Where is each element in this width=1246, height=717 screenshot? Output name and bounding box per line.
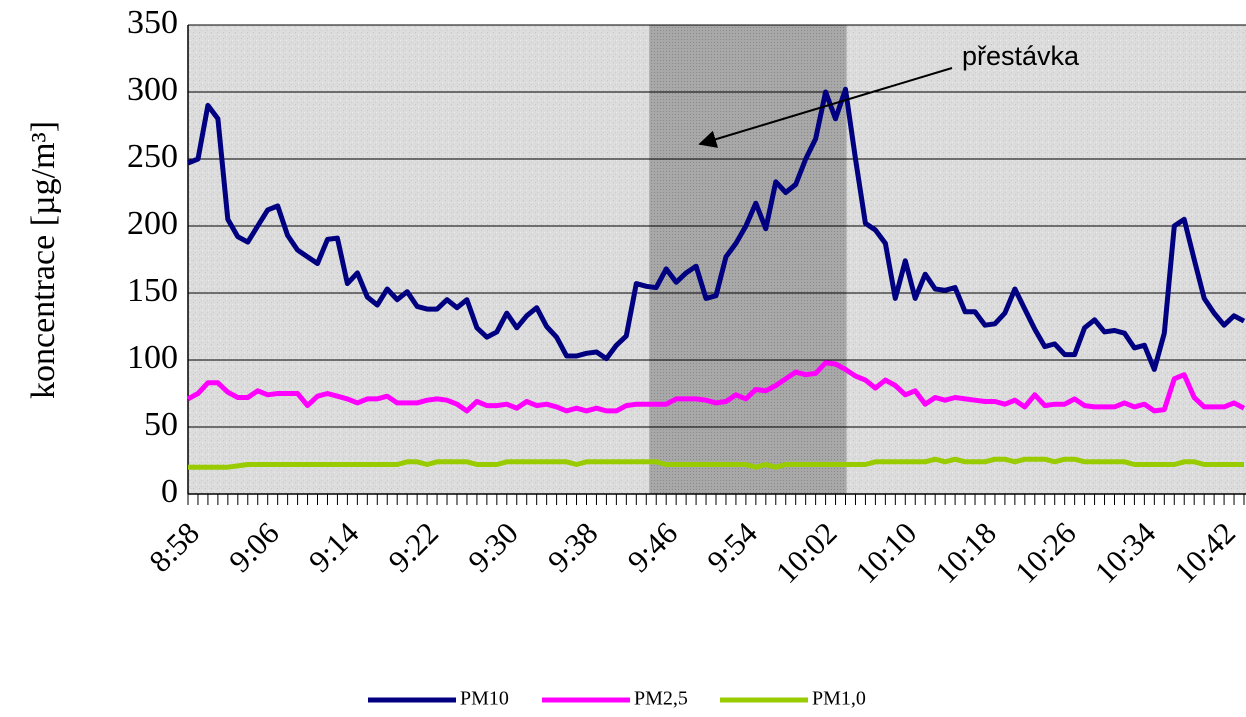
x-tick-label: 9:30 — [461, 515, 525, 579]
y-tick-label: 100 — [127, 339, 178, 376]
y-tick-label: 150 — [127, 272, 178, 309]
x-tick-label: 9:22 — [381, 515, 445, 579]
annotation-arrow — [698, 67, 953, 148]
x-tick-label: 10:26 — [1008, 515, 1083, 590]
legend-label: PM10 — [460, 688, 509, 710]
x-tick-label: 9:46 — [620, 515, 684, 579]
x-tick-label: 9:06 — [222, 515, 286, 579]
legend-label: PM1,0 — [812, 688, 866, 710]
x-tick-label: 9:54 — [700, 515, 764, 579]
y-tick-label: 250 — [127, 138, 178, 175]
x-tick-label: 8:58 — [142, 515, 206, 579]
series-line — [188, 456, 1244, 470]
annotation: přestávka — [962, 41, 1080, 71]
highlight-band — [649, 25, 847, 494]
y-axis-label: koncentrace [µg/m³] — [25, 121, 62, 399]
y-tick-label: 300 — [127, 71, 178, 108]
x-tick-label: 10:18 — [928, 515, 1003, 590]
x-tick-label: 10:10 — [849, 515, 924, 590]
x-tick-label: 10:34 — [1088, 515, 1163, 590]
x-tick-label: 10:02 — [769, 515, 844, 590]
series-line — [186, 360, 1246, 414]
legend-label: PM2,5 — [634, 688, 688, 710]
x-tick-label: 9:14 — [302, 515, 366, 579]
x-tick-label: 10:42 — [1167, 515, 1242, 590]
series-line — [187, 86, 1246, 372]
y-tick-label: 50 — [144, 406, 178, 443]
y-tick-label: 350 — [127, 4, 178, 41]
y-tick-label: 0 — [161, 473, 178, 510]
x-tick-label: 9:38 — [541, 515, 605, 579]
y-tick-label: 200 — [127, 205, 178, 242]
